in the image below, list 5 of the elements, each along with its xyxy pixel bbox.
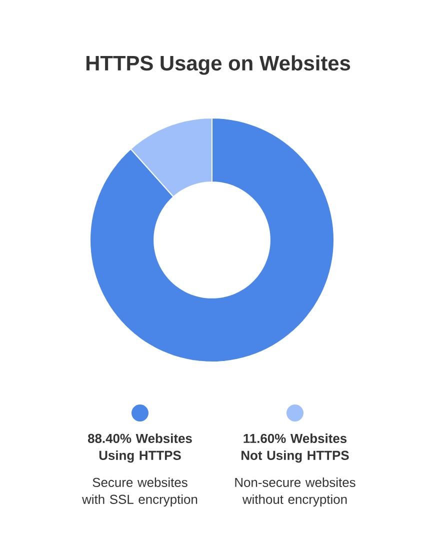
- chart-title: HTTPS Usage on Websites: [86, 55, 350, 75]
- legend-label: 11.60% Websites Not Using HTTPS: [242, 434, 349, 463]
- legend-label: 88.40% Websites Using HTTPS: [88, 434, 192, 463]
- text: Secure websites with SSL encryption: [82, 478, 198, 507]
- text: Non-secure websites without encryption: [235, 478, 356, 507]
